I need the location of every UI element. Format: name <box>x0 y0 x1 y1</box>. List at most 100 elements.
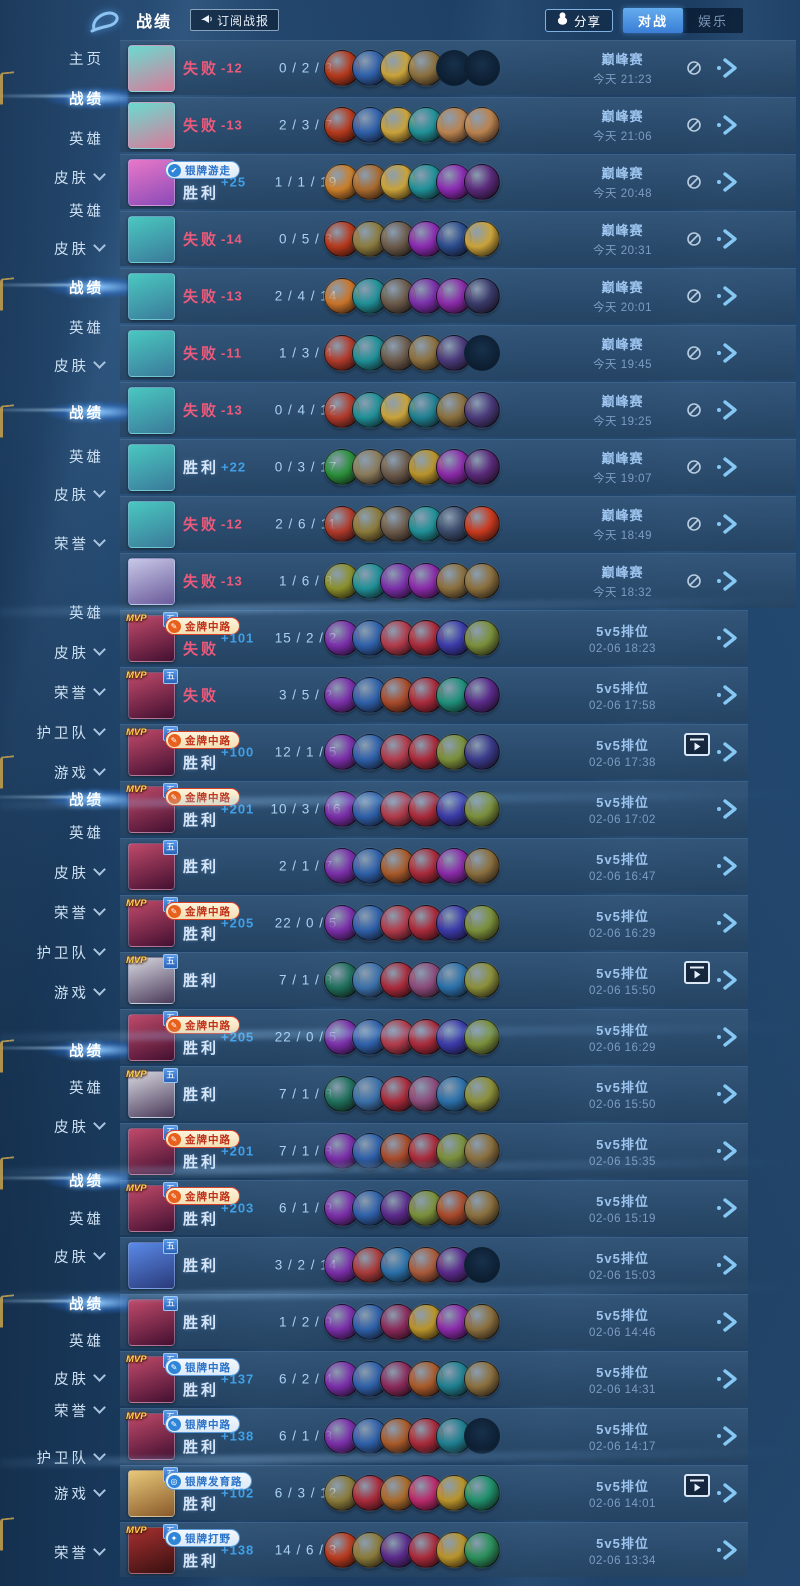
sidebar-item[interactable]: 游戏 <box>0 760 120 784</box>
chevron-right-icon[interactable] <box>716 113 738 137</box>
match-row[interactable]: 五 ✎ 金牌中路 胜利 +205 22 / 0 / 5 5v5排位 02-06 … <box>120 1009 748 1064</box>
sidebar-item[interactable]: 主页 <box>0 46 120 70</box>
match-row[interactable]: MVP 五 ✎ 金牌中路 胜利 +203 6 / 1 / 9 5v5排位 02-… <box>120 1180 748 1235</box>
chevron-right-icon[interactable] <box>716 569 738 593</box>
match-row[interactable]: 失败 -13 1 / 6 / 8 巅峰赛 今天 18:32 <box>120 553 796 608</box>
sidebar-item[interactable]: 英雄 <box>0 1328 120 1352</box>
chevron-right-icon[interactable] <box>716 341 738 365</box>
chevron-right-icon[interactable] <box>716 284 738 308</box>
sidebar-item[interactable]: 游戏 <box>0 980 120 1004</box>
sidebar-item[interactable]: 皮肤 <box>0 1366 120 1390</box>
chevron-right-icon[interactable] <box>716 797 738 821</box>
app-logo-icon[interactable] <box>88 7 122 33</box>
match-row[interactable]: 失败 -13 2 / 3 / 7 巅峰赛 今天 21:06 <box>120 97 796 152</box>
match-row[interactable]: MVP 五 胜利 7 / 1 / 8 5v5排位 02-06 15:50 <box>120 952 748 1007</box>
chevron-right-icon[interactable] <box>716 170 738 194</box>
chevron-right-icon[interactable] <box>716 1481 738 1505</box>
match-row[interactable]: 五 胜利 3 / 2 / 14 5v5排位 02-06 15:03 <box>120 1237 748 1292</box>
hero-avatar[interactable] <box>128 330 175 377</box>
tab-battle[interactable]: 对战 <box>623 7 683 33</box>
match-row[interactable]: MVP 五 ✎ 银牌中路 胜利 +137 6 / 2 / 4 5v5排位 02-… <box>120 1351 748 1406</box>
sidebar-item[interactable]: 英雄 <box>0 1075 120 1099</box>
sidebar-item[interactable]: 皮肤 <box>0 165 120 189</box>
chevron-right-icon[interactable] <box>716 398 738 422</box>
chevron-right-icon[interactable] <box>716 683 738 707</box>
replay-button[interactable] <box>684 733 710 756</box>
chevron-right-icon[interactable] <box>716 1367 738 1391</box>
match-row[interactable]: MVP 五 ✎ 金牌中路 胜利 +205 22 / 0 / 5 5v5排位 02… <box>120 895 748 950</box>
hero-avatar[interactable]: MVP 五 <box>126 669 178 719</box>
sidebar-item[interactable]: 皮肤 <box>0 353 120 377</box>
sidebar-item[interactable]: 英雄 <box>0 1206 120 1230</box>
match-row[interactable]: 失败 -13 2 / 4 / 14 巅峰赛 今天 20:01 <box>120 268 796 323</box>
sidebar-item[interactable]: 皮肤 <box>0 1244 120 1268</box>
sidebar-item[interactable]: 战绩 <box>0 82 128 114</box>
sidebar-item[interactable]: 荣誉 <box>0 1398 120 1422</box>
hero-avatar[interactable] <box>128 558 175 605</box>
hero-avatar[interactable] <box>128 444 175 491</box>
match-row[interactable]: 失败 -11 1 / 3 / 4 巅峰赛 今天 19:45 <box>120 325 796 380</box>
chevron-right-icon[interactable] <box>716 56 738 80</box>
sidebar-item[interactable]: 英雄 <box>0 820 120 844</box>
hero-avatar[interactable] <box>128 45 175 92</box>
chevron-right-icon[interactable] <box>716 911 738 935</box>
match-row[interactable]: 五 胜利 2 / 1 / 7 5v5排位 02-06 16:47 <box>120 838 748 893</box>
sidebar-item[interactable]: 战绩 <box>0 271 128 303</box>
chevron-right-icon[interactable] <box>716 1310 738 1334</box>
sidebar-item[interactable]: 英雄 <box>0 315 120 339</box>
hero-avatar[interactable]: 五 <box>128 1296 178 1346</box>
chevron-right-icon[interactable] <box>716 1424 738 1448</box>
chevron-right-icon[interactable] <box>716 740 738 764</box>
sidebar-item[interactable]: 荣誉 <box>0 900 120 924</box>
match-row[interactable]: MVP 五 ✦ 银牌打野 胜利 +138 14 / 6 / 3 5v5排位 02… <box>120 1522 748 1577</box>
sidebar-item[interactable]: 荣誉 <box>0 680 120 704</box>
match-row[interactable]: 失败 -13 0 / 4 / 12 巅峰赛 今天 19:25 <box>120 382 796 437</box>
sidebar-item[interactable]: 荣誉 <box>0 1540 120 1564</box>
match-row[interactable]: 失败 -12 2 / 6 / 11 巅峰赛 今天 18:49 <box>120 496 796 551</box>
hero-avatar[interactable] <box>128 501 175 548</box>
hero-avatar[interactable] <box>128 387 175 434</box>
sidebar-item[interactable]: 战绩 <box>0 1164 128 1196</box>
match-row[interactable]: MVP 五 胜利 7 / 1 / 8 5v5排位 02-06 15:50 <box>120 1066 748 1121</box>
hero-avatar[interactable]: MVP 五 <box>126 954 178 1004</box>
match-row[interactable]: 胜利 +22 0 / 3 / 17 巅峰赛 今天 19:07 <box>120 439 796 494</box>
chevron-right-icon[interactable] <box>716 854 738 878</box>
sidebar-item[interactable]: 战绩 <box>0 783 128 815</box>
match-row[interactable]: MVP 五 失败 3 / 5 / 2 5v5排位 02-06 17:58 <box>120 667 748 722</box>
sidebar-item[interactable]: 皮肤 <box>0 640 120 664</box>
tab-fun[interactable]: 娱乐 <box>683 8 743 33</box>
sidebar-item[interactable]: 战绩 <box>0 396 128 428</box>
chevron-right-icon[interactable] <box>716 968 738 992</box>
chevron-right-icon[interactable] <box>716 1253 738 1277</box>
match-row[interactable]: 五 胜利 1 / 2 / 9 5v5排位 02-06 14:46 <box>120 1294 748 1349</box>
replay-button[interactable] <box>684 1474 710 1497</box>
sidebar-item[interactable]: 护卫队 <box>0 1445 120 1469</box>
hero-avatar[interactable] <box>128 216 175 263</box>
match-row[interactable]: 失败 -12 0 / 2 / 3 巅峰赛 今天 21:23 <box>120 40 796 95</box>
hero-avatar[interactable]: 五 <box>128 1239 178 1289</box>
sidebar-item[interactable]: 英雄 <box>0 198 120 222</box>
match-row[interactable]: MVP 五 ✎ 金牌中路 胜利 +201 10 / 3 / 16 5v5排位 0… <box>120 781 748 836</box>
chevron-right-icon[interactable] <box>716 227 738 251</box>
chevron-right-icon[interactable] <box>716 1082 738 1106</box>
subscribe-report-button[interactable]: 订阅战报 <box>190 9 280 31</box>
replay-button[interactable] <box>684 961 710 984</box>
chevron-right-icon[interactable] <box>716 1538 738 1562</box>
hero-avatar[interactable] <box>128 102 175 149</box>
sidebar-item[interactable]: 战绩 <box>0 1034 128 1066</box>
sidebar-item[interactable]: 英雄 <box>0 600 120 624</box>
sidebar-item[interactable]: 英雄 <box>0 444 120 468</box>
match-row[interactable]: MVP 五 ✎ 金牌中路 胜利 +100 12 / 1 / 5 5v5排位 02… <box>120 724 748 779</box>
hero-avatar[interactable]: 五 <box>128 840 178 890</box>
chevron-right-icon[interactable] <box>716 1025 738 1049</box>
hero-avatar[interactable]: MVP 五 <box>126 726 178 776</box>
sidebar-item[interactable]: 战绩 <box>0 1287 128 1319</box>
hero-avatar[interactable] <box>128 273 175 320</box>
chevron-right-icon[interactable] <box>716 455 738 479</box>
sidebar-item[interactable]: 皮肤 <box>0 236 120 260</box>
sidebar-item[interactable]: 荣誉 <box>0 531 120 555</box>
sidebar-item[interactable]: 护卫队 <box>0 720 120 744</box>
match-row[interactable]: 失败 -14 0 / 5 / 3 巅峰赛 今天 20:31 <box>120 211 796 266</box>
chevron-right-icon[interactable] <box>716 626 738 650</box>
sidebar-item[interactable]: 英雄 <box>0 126 120 150</box>
